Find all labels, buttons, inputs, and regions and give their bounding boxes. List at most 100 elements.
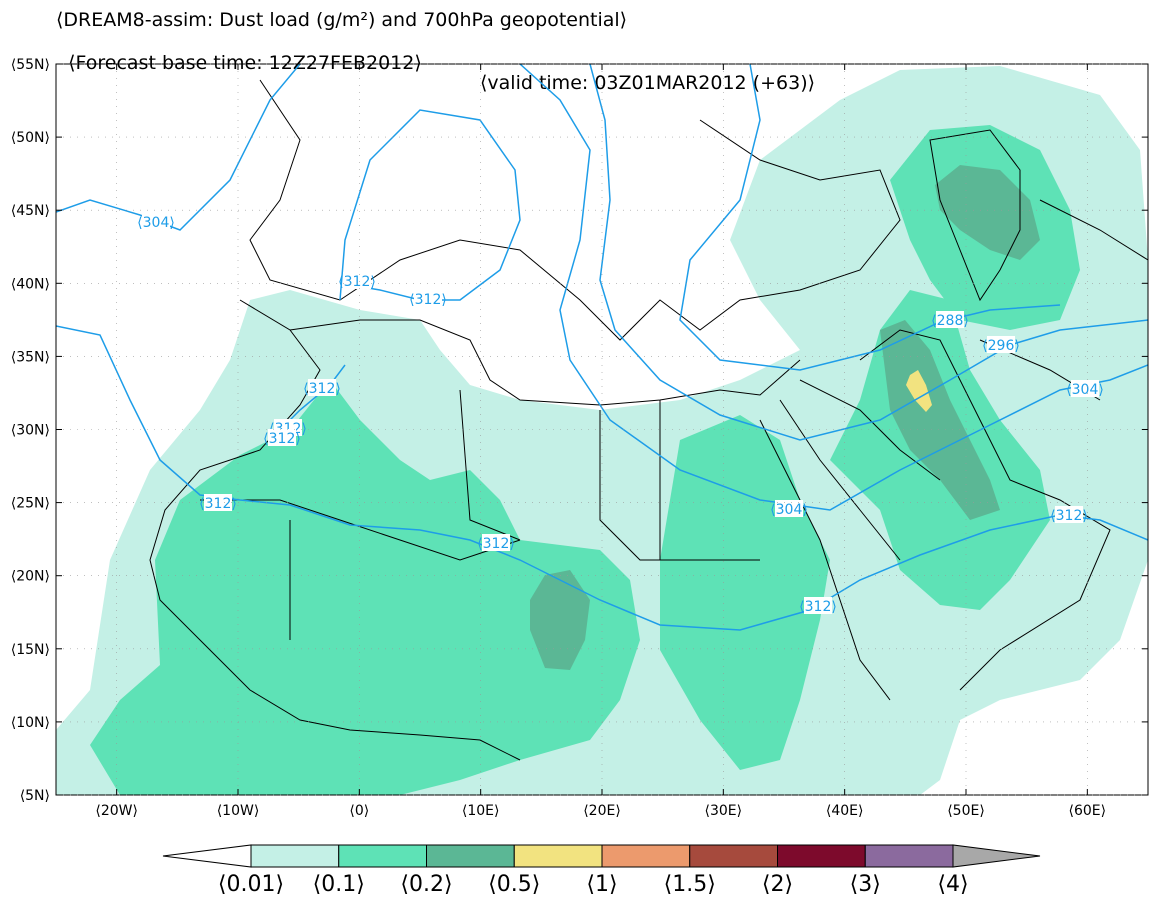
base-time-label: ⟨Forecast base time: 12Z27FEB2012⟩ xyxy=(68,52,422,74)
colorbar-swatch xyxy=(250,844,340,868)
contour-label-bg xyxy=(343,272,371,289)
colorbar-under-arrow xyxy=(162,844,252,868)
lon-tick-label: ⟨40E⟩ xyxy=(826,803,864,819)
contour-label-bg xyxy=(142,213,170,230)
lat-tick-label: ⟨5N⟩ xyxy=(20,788,50,804)
colorbar-level-label: ⟨0.5⟩ xyxy=(488,872,541,897)
contour-312-north xyxy=(339,109,521,301)
contour-label: ⟨312⟩ xyxy=(338,272,376,290)
colorbar-swatch xyxy=(864,844,954,868)
contour-label-bg xyxy=(936,311,964,328)
colorbar-swatch xyxy=(426,844,515,868)
colorbar-level-label: ⟨2⟩ xyxy=(761,872,794,897)
lon-tick-label: ⟨10E⟩ xyxy=(462,803,500,819)
contour-label-bg xyxy=(987,336,1015,353)
lat-tick-label: ⟨50N⟩ xyxy=(11,130,50,146)
lat-tick-label: ⟨30N⟩ xyxy=(11,423,50,439)
chart-subtitle: ⟨Forecast base time: 12Z27FEB2012⟩ ⟨vali… xyxy=(56,33,815,93)
lon-tick-label: ⟨20W⟩ xyxy=(95,803,138,819)
contour-label-text: ⟨288⟩ xyxy=(931,313,969,329)
contour-label: ⟨304⟩ xyxy=(137,213,175,231)
contour-label-text: ⟨304⟩ xyxy=(770,502,808,518)
contour-label-text: ⟨304⟩ xyxy=(137,215,175,231)
colorbar xyxy=(162,844,1041,868)
contour-304-west xyxy=(56,64,301,231)
coast-europe xyxy=(249,79,901,341)
contour-label-text: ⟨312⟩ xyxy=(477,536,515,552)
contour-label-bg xyxy=(1055,506,1083,523)
contour-label: ⟨304⟩ xyxy=(770,500,808,518)
contour-label-bg xyxy=(804,597,832,614)
colorbar-swatch xyxy=(601,844,691,868)
coast-arabia xyxy=(859,329,1111,691)
dust-shade-0.5-iraq xyxy=(906,370,932,412)
contour-label-text: ⟨304⟩ xyxy=(1066,382,1104,398)
lon-tick-label: ⟨20E⟩ xyxy=(583,803,621,819)
colorbar-level-label: ⟨1⟩ xyxy=(586,872,618,897)
chart-title: ⟨DREAM8-assim: Dust load (g/m²) and 700h… xyxy=(56,9,628,31)
border-sahara xyxy=(200,389,760,640)
colorbar-level-label: ⟨0.01⟩ xyxy=(217,872,285,897)
contour-label-bg xyxy=(482,534,510,551)
contour-label-group: ⟨304⟩ ⟨312⟩ ⟨312⟩ ⟨312⟩ ⟨312⟩ ⟨312⟩ ⟨312⟩ ⟨312⟩… xyxy=(137,213,1104,615)
lat-tick-label: ⟨25N⟩ xyxy=(11,496,50,512)
colorbar-level-label: ⟨0.1⟩ xyxy=(312,872,365,897)
colorbar-swatch xyxy=(777,844,866,868)
contour-label-bg xyxy=(268,429,296,446)
contour-label-text: ⟨312⟩ xyxy=(338,274,376,290)
dust-shading xyxy=(56,66,1148,795)
contour-label-text: ⟨312⟩ xyxy=(303,381,341,397)
lat-tick-label: ⟨55N⟩ xyxy=(11,57,50,73)
contour-label-text: ⟨312⟩ xyxy=(199,496,237,512)
lon-tick-label: ⟨50E⟩ xyxy=(947,803,985,819)
colorbar-over-arrow xyxy=(952,844,1041,868)
contour-label: ⟨312⟩ xyxy=(799,597,837,615)
contour-label: ⟨312⟩ xyxy=(1050,506,1088,524)
colorbar-swatch xyxy=(513,844,603,868)
lat-tick-label: ⟨10N⟩ xyxy=(11,715,50,731)
lat-tick-label: ⟨40N⟩ xyxy=(11,276,50,292)
contour-label: ⟨312⟩ xyxy=(199,494,237,512)
valid-time-label: ⟨valid time: 03Z01MAR2012 (+63)⟩ xyxy=(480,72,816,94)
colorbar-level-label: ⟨4⟩ xyxy=(937,872,969,897)
axis-ticks: ⟨55N⟩ ⟨50N⟩ ⟨45N⟩ ⟨40N⟩ ⟨35N⟩ ⟨30N⟩ ⟨25N⟩ ⟨20N⟩… xyxy=(11,57,1148,819)
contour-label: ⟨312⟩ xyxy=(409,290,447,308)
contour-label-bg xyxy=(308,379,336,396)
dust-shade-0.2-chad xyxy=(530,570,590,670)
colorbar-level-label: ⟨0.2⟩ xyxy=(400,872,453,897)
contour-label: ⟨304⟩ xyxy=(1066,380,1104,398)
colorbar-swatch xyxy=(338,844,427,868)
lat-tick-label: ⟨20N⟩ xyxy=(11,569,50,585)
lon-tick-label: ⟨10W⟩ xyxy=(217,803,260,819)
coast-caspian xyxy=(929,129,1021,302)
contour-label: ⟨312⟩ xyxy=(477,534,515,552)
contour-label-text: ⟨296⟩ xyxy=(982,338,1020,354)
dust-shade-0.2-iraq xyxy=(880,320,1000,520)
contour-label: ⟨312⟩ xyxy=(303,379,341,397)
contour-label-bg xyxy=(414,290,442,307)
contour-label-text: ⟨312⟩ xyxy=(799,599,837,615)
contour-312-main xyxy=(56,325,1148,631)
contour-label: ⟨312⟩ xyxy=(263,429,301,447)
lon-tick-label: ⟨60E⟩ xyxy=(1069,803,1107,819)
colorbar-swatch xyxy=(689,844,778,868)
lat-tick-label: ⟨15N⟩ xyxy=(11,642,50,658)
colorbar-level-label: ⟨3⟩ xyxy=(849,872,881,897)
lat-tick-label: ⟨35N⟩ xyxy=(11,349,50,365)
lat-tick-label: ⟨45N⟩ xyxy=(11,203,50,219)
contour-label-bg xyxy=(775,500,803,517)
contour-label-bg xyxy=(1071,380,1099,397)
dust-shade-0.1-west xyxy=(90,380,640,795)
dust-shade-0.2-caspian xyxy=(935,165,1040,260)
lon-tick-label: ⟨0⟩ xyxy=(349,803,369,819)
colorbar-level-label: ⟨1.5⟩ xyxy=(663,872,716,897)
contour-label: ⟨288⟩ xyxy=(931,311,969,329)
contour-label-text: ⟨312⟩ xyxy=(263,431,301,447)
contour-label: ⟨296⟩ xyxy=(982,336,1020,354)
lon-tick-label: ⟨30E⟩ xyxy=(705,803,743,819)
contour-label-text: ⟨312⟩ xyxy=(1050,508,1088,524)
coast-red-sea xyxy=(759,399,901,701)
coast-north-africa xyxy=(289,319,801,406)
contour-304-east xyxy=(519,64,1148,511)
